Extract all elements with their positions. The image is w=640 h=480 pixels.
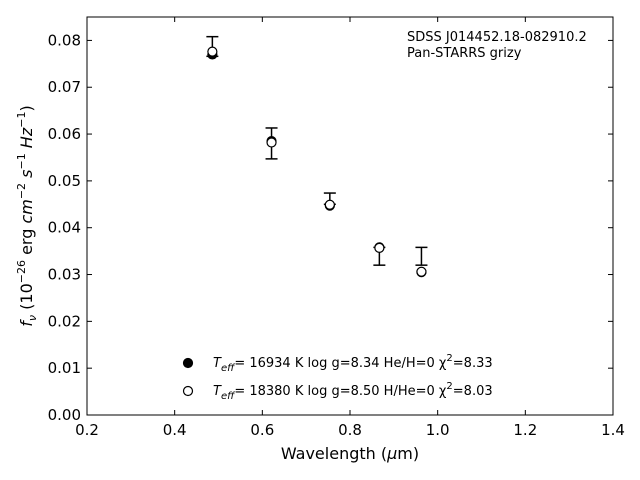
x-tick-label: 0.8 — [338, 421, 362, 439]
x-tick-label: 0.2 — [75, 421, 99, 439]
x-tick-label: 1.2 — [513, 421, 537, 439]
legend-label: Teff= 16934 K log g=8.34 He/H=0 χ2=8.33 — [213, 353, 493, 374]
y-tick-label: 0.02 — [48, 312, 81, 330]
y-tick-label: 0.06 — [48, 125, 81, 143]
y-tick-label: 0.03 — [48, 266, 81, 284]
x-tick-label: 0.6 — [250, 421, 274, 439]
y-tick-label: 0.04 — [48, 219, 81, 237]
x-tick-label: 1.0 — [426, 421, 450, 439]
legend-marker-filled — [182, 357, 194, 369]
y-axis-label: fν (10−26 erg cm−2 s−1 Hz−1) — [15, 105, 39, 326]
ticks-group: 0.2 0.4 0.6 0.8 1.0 1.2 1.4 0.00 0.01 0.02 0.03 0.0… — [48, 17, 625, 439]
model-point-open — [374, 242, 385, 253]
x-tick-label: 1.4 — [601, 421, 625, 439]
y-tick-label: 0.08 — [48, 31, 81, 49]
legend-marker-open — [182, 385, 194, 397]
x-axis-label: Wavelength (μm) — [281, 444, 419, 463]
y-tick-label: 0.00 — [48, 406, 81, 424]
model-point-open — [207, 46, 218, 57]
y-tick-label: 0.05 — [48, 172, 81, 190]
y-tick-label: 0.01 — [48, 359, 81, 377]
y-tick-label: 0.07 — [48, 78, 81, 96]
legend: Teff= 16934 K log g=8.34 He/H=0 χ2=8.33 T… — [182, 353, 493, 402]
model-point-open — [266, 137, 277, 148]
errorbar-group — [206, 35, 428, 266]
model-point-open — [416, 266, 427, 277]
x-tick-label: 0.4 — [163, 421, 187, 439]
points-group — [207, 46, 427, 278]
model-point-open — [324, 199, 335, 210]
annotation-object-name: SDSS J014452.18-082910.2 — [407, 30, 587, 45]
legend-label: Teff= 18380 K log g=8.50 H/He=0 χ2=8.03 — [213, 381, 493, 402]
annotation-survey-name: Pan-STARRS grizy — [407, 46, 522, 61]
observed-errorbar — [415, 246, 428, 266]
